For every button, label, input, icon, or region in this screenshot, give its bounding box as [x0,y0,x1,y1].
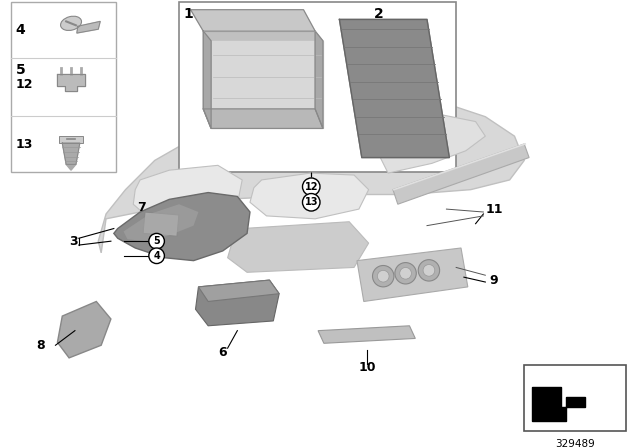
Polygon shape [250,173,369,219]
Polygon shape [124,204,198,241]
Polygon shape [315,31,323,129]
Text: 4: 4 [153,251,160,261]
Bar [204,31,315,109]
Circle shape [303,194,320,211]
Circle shape [149,233,164,249]
Text: 12: 12 [15,78,33,91]
Polygon shape [58,302,111,358]
Polygon shape [62,143,80,164]
Polygon shape [58,74,84,91]
Circle shape [418,260,440,281]
Polygon shape [532,387,586,421]
Text: 9: 9 [489,274,498,287]
Text: 3: 3 [69,235,77,248]
Ellipse shape [61,16,81,30]
Bar [143,212,179,236]
Polygon shape [66,164,76,170]
Polygon shape [357,248,468,302]
Bar [60,136,83,143]
Circle shape [423,264,435,276]
Polygon shape [204,31,211,129]
Text: 13: 13 [305,197,318,207]
Polygon shape [204,109,323,129]
Bar [11,2,116,172]
Text: 329489: 329489 [555,439,595,448]
Text: 1: 1 [184,7,193,21]
Text: 13: 13 [15,138,33,151]
Circle shape [303,178,320,195]
Text: 7: 7 [137,201,146,214]
Polygon shape [133,165,242,224]
Polygon shape [228,222,369,272]
Polygon shape [114,193,250,261]
Text: 2: 2 [374,7,383,21]
Bar [524,365,627,431]
Polygon shape [211,41,323,129]
Polygon shape [77,22,100,33]
Circle shape [372,266,394,287]
Polygon shape [191,10,315,31]
Text: 12: 12 [305,182,318,192]
Text: 5: 5 [15,63,26,77]
Text: 5: 5 [153,236,160,246]
Polygon shape [393,144,529,204]
Text: 6: 6 [218,345,227,358]
Polygon shape [318,326,415,343]
Text: 11: 11 [485,202,503,215]
Circle shape [378,270,389,282]
Circle shape [395,263,416,284]
Polygon shape [339,19,449,158]
Polygon shape [198,280,279,302]
Polygon shape [195,280,279,326]
Circle shape [400,267,412,279]
Circle shape [149,248,164,263]
Polygon shape [99,102,524,253]
Text: 8: 8 [36,339,45,352]
Polygon shape [376,115,485,173]
Text: 10: 10 [359,361,376,374]
Bar [179,2,456,172]
Text: 4: 4 [15,23,26,37]
